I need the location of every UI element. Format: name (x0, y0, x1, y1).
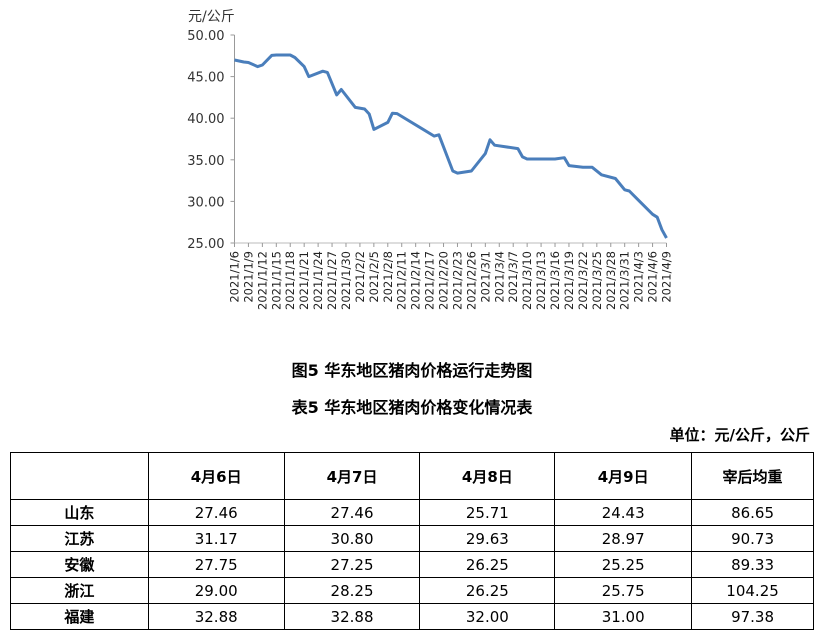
value-cell: 24.43 (554, 499, 693, 526)
x-tick-label: 2021/3/31 (618, 251, 632, 310)
x-tick-label: 2021/3/4 (492, 251, 506, 303)
value-cell: 89.33 (691, 551, 814, 578)
header-cell: 4月6日 (147, 452, 285, 500)
x-tick-label: 2021/4/6 (646, 251, 660, 303)
region-cell: 福建 (10, 603, 149, 630)
value-cell: 28.25 (283, 577, 421, 604)
x-tick-label: 2021/2/20 (437, 251, 451, 310)
x-tick-label: 2021/3/7 (506, 251, 520, 303)
table-unit: 单位：元/公斤，公斤 (669, 426, 810, 444)
price-table: 4月6日 4月7日 4月8日 4月9日 宰后均重 山东 27.46 27.46 25.… (10, 452, 814, 630)
x-tick-label: 2021/1/18 (283, 251, 297, 310)
y-tick-label: 50.00 (187, 29, 224, 44)
value-cell: 26.25 (419, 551, 556, 578)
region-cell: 山东 (10, 499, 149, 526)
value-cell: 32.88 (147, 603, 285, 630)
x-tick-label: 2021/2/14 (409, 251, 423, 310)
y-tick-label: 35.00 (187, 154, 224, 169)
value-cell: 32.88 (283, 603, 421, 630)
x-tick-label: 2021/2/8 (381, 251, 395, 303)
value-cell: 27.75 (147, 551, 285, 578)
table-title: 表5 华东地区猪肉价格变化情况表 (291, 398, 533, 417)
header-cell (10, 452, 149, 500)
y-tick-label: 40.00 (187, 112, 224, 127)
x-tick-label: 2021/3/19 (562, 251, 576, 310)
value-cell: 97.38 (691, 603, 814, 630)
value-cell: 30.80 (283, 525, 421, 552)
region-cell: 安徽 (10, 551, 149, 578)
region-cell: 浙江 (10, 577, 149, 604)
x-tick-label: 2021/3/10 (520, 251, 534, 310)
value-cell: 25.71 (419, 499, 556, 526)
value-cell: 25.25 (554, 551, 693, 578)
table-header-row: 4月6日 4月7日 4月8日 4月9日 宰后均重 (10, 452, 814, 500)
value-cell: 26.25 (419, 577, 556, 604)
header-cell: 4月7日 (283, 452, 421, 500)
x-tick-label: 2021/4/9 (660, 251, 674, 303)
y-tick-label: 45.00 (187, 71, 224, 86)
x-tick-label: 2021/1/27 (325, 251, 339, 310)
value-cell: 28.97 (554, 525, 693, 552)
table-row: 安徽 27.75 27.25 26.25 25.25 89.33 (10, 551, 814, 578)
x-tick-label: 2021/1/24 (311, 251, 325, 310)
table-row: 福建 32.88 32.88 32.00 31.00 97.38 (10, 603, 814, 630)
x-tick-label: 2021/3/25 (590, 251, 604, 310)
value-cell: 31.00 (554, 603, 693, 630)
value-cell: 27.46 (147, 499, 285, 526)
x-tick-label: 2021/1/30 (339, 251, 353, 310)
x-tick-label: 2021/1/15 (269, 251, 283, 310)
table-row: 江苏 31.17 30.80 29.63 28.97 90.73 (10, 525, 814, 552)
x-tick-label: 2021/2/2 (353, 251, 367, 303)
table-row: 山东 27.46 27.46 25.71 24.43 86.65 (10, 499, 814, 526)
value-cell: 29.00 (147, 577, 285, 604)
chart-title: 图5 华东地区猪肉价格运行走势图 (291, 361, 533, 380)
value-cell: 27.46 (283, 499, 421, 526)
x-tick-label: 2021/2/26 (464, 251, 478, 310)
x-tick-label: 2021/1/6 (228, 251, 242, 303)
header-cell: 宰后均重 (691, 452, 814, 500)
x-tick-label: 2021/2/5 (367, 251, 381, 303)
value-cell: 29.63 (419, 525, 556, 552)
x-tick-label: 2021/3/1 (478, 251, 492, 303)
x-tick-label: 2021/3/13 (534, 251, 548, 310)
value-cell: 32.00 (419, 603, 556, 630)
header-cell: 4月9日 (554, 452, 693, 500)
x-tick-label: 2021/3/28 (604, 251, 618, 310)
y-tick-label: 25.00 (187, 237, 224, 252)
y-tick-label: 30.00 (187, 195, 224, 210)
value-cell: 104.25 (691, 577, 814, 604)
value-cell: 25.75 (554, 577, 693, 604)
x-tick-label: 2021/1/12 (255, 251, 269, 310)
header-cell: 4月8日 (419, 452, 556, 500)
y-axis-unit: 元/公斤 (188, 9, 235, 25)
x-tick-label: 2021/3/22 (576, 251, 590, 310)
x-tick-label: 2021/3/16 (548, 251, 562, 310)
x-tick-label: 2021/4/3 (632, 251, 646, 303)
x-tick-label: 2021/1/21 (297, 251, 311, 310)
x-tick-label: 2021/2/11 (395, 251, 409, 310)
x-tick-label: 2021/2/23 (450, 251, 464, 310)
price-series-line (234, 53, 668, 239)
value-cell: 90.73 (691, 525, 814, 552)
value-cell: 31.17 (147, 525, 285, 552)
x-tick-label: 2021/1/9 (241, 251, 255, 303)
price-line-chart: 元/公斤 50.00 45.00 40.00 35.00 30.00 25.00 2021/… (187, 9, 674, 310)
region-cell: 江苏 (10, 525, 149, 552)
table-row: 浙江 29.00 28.25 26.25 25.75 104.25 (10, 577, 814, 604)
value-cell: 27.25 (283, 551, 421, 578)
x-tick-label: 2021/2/17 (423, 251, 437, 310)
value-cell: 86.65 (691, 499, 814, 526)
